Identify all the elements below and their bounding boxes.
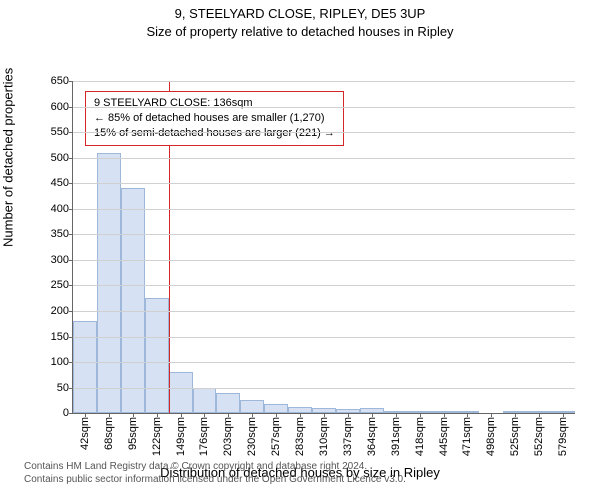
- grid-line: [73, 107, 575, 108]
- footer-line: Contains public sector information licen…: [24, 473, 406, 486]
- x-tick-label: 310sqm: [318, 417, 330, 456]
- y-tick-label: 300: [51, 254, 73, 266]
- y-tick-label: 500: [51, 152, 73, 164]
- y-tick-label: 150: [51, 331, 73, 343]
- x-tick-label: 203sqm: [222, 417, 234, 456]
- bar: [121, 188, 145, 413]
- grid-line: [73, 388, 575, 389]
- grid-line: [73, 234, 575, 235]
- x-tick-label: 149sqm: [175, 417, 187, 456]
- grid-line: [73, 183, 575, 184]
- chart-subtitle: Size of property relative to detached ho…: [0, 24, 600, 40]
- x-tick-label: 445sqm: [438, 417, 450, 456]
- grid-line: [73, 132, 575, 133]
- grid-line: [73, 337, 575, 338]
- y-tick-label: 450: [51, 177, 73, 189]
- y-tick-label: 200: [51, 305, 73, 317]
- bar: [240, 400, 264, 413]
- y-axis-label: Number of detached properties: [1, 68, 16, 247]
- x-tick-label: 176sqm: [198, 417, 210, 456]
- x-tick-label: 257sqm: [270, 417, 282, 456]
- x-tick-label: 95sqm: [127, 417, 139, 450]
- grid-line: [73, 209, 575, 210]
- y-tick-label: 50: [57, 382, 73, 394]
- bar: [216, 393, 240, 413]
- x-tick-label: 283sqm: [294, 417, 306, 456]
- y-tick-label: 0: [63, 407, 73, 419]
- bar: [264, 404, 288, 413]
- x-tick-label: 337sqm: [342, 417, 354, 456]
- x-tick-label: 364sqm: [366, 417, 378, 456]
- bar: [193, 388, 217, 414]
- x-tick-label: 552sqm: [533, 417, 545, 456]
- y-tick-label: 650: [51, 75, 73, 87]
- x-tick-label: 498sqm: [485, 417, 497, 456]
- y-tick-label: 550: [51, 126, 73, 138]
- grid-line: [73, 285, 575, 286]
- x-tick-label: 525sqm: [509, 417, 521, 456]
- x-tick-label: 471sqm: [461, 417, 473, 456]
- annotation-line: 15% of semi-detached houses are larger (…: [94, 126, 335, 141]
- bar: [169, 372, 193, 413]
- grid-line: [73, 362, 575, 363]
- y-tick-label: 100: [51, 356, 73, 368]
- y-tick-label: 400: [51, 203, 73, 215]
- y-tick-label: 250: [51, 279, 73, 291]
- x-tick-label: 391sqm: [390, 417, 402, 456]
- bar: [97, 153, 121, 413]
- x-tick-label: 230sqm: [246, 417, 258, 456]
- y-tick-label: 600: [51, 101, 73, 113]
- footer-line: Contains HM Land Registry data © Crown c…: [24, 460, 406, 473]
- bar: [73, 321, 97, 413]
- grid-line: [73, 311, 575, 312]
- x-tick-label: 42sqm: [79, 417, 91, 450]
- footer-attribution: Contains HM Land Registry data © Crown c…: [24, 460, 406, 486]
- x-tick-label: 68sqm: [103, 417, 115, 450]
- x-tick-label: 418sqm: [414, 417, 426, 456]
- y-tick-label: 350: [51, 228, 73, 240]
- grid-line: [73, 158, 575, 159]
- annotation-box: 9 STEELYARD CLOSE: 136sqm ← 85% of detac…: [85, 91, 344, 146]
- x-tick-label: 122sqm: [151, 417, 163, 456]
- annotation-line: ← 85% of detached houses are smaller (1,…: [94, 111, 335, 126]
- x-tick-label: 579sqm: [557, 417, 569, 456]
- chart-title: 9, STEELYARD CLOSE, RIPLEY, DE5 3UP: [0, 6, 600, 22]
- bar: [145, 298, 169, 413]
- grid-line: [73, 81, 575, 82]
- grid-line: [73, 260, 575, 261]
- plot-area: 9 STEELYARD CLOSE: 136sqm ← 85% of detac…: [72, 81, 575, 414]
- annotation-line: 9 STEELYARD CLOSE: 136sqm: [94, 96, 335, 111]
